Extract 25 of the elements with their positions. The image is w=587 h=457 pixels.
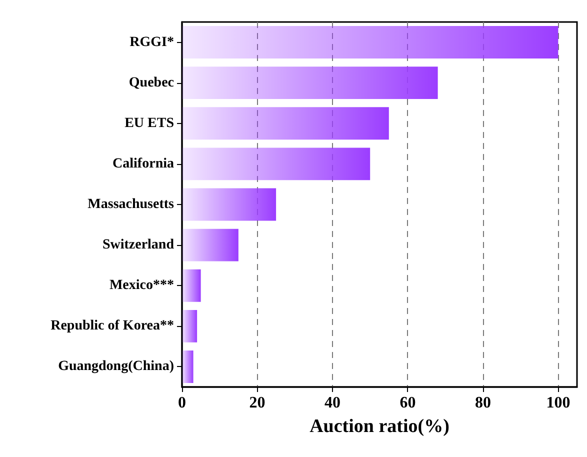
x-axis-title: Auction ratio(%) <box>310 416 450 437</box>
bar <box>182 269 201 302</box>
x-tick-label: 40 <box>324 394 340 412</box>
bar <box>182 188 276 221</box>
bar <box>182 26 558 58</box>
y-tick-label: Guangdong(China) <box>58 359 174 374</box>
y-tick-label: RGGI* <box>130 34 174 50</box>
bar <box>182 148 370 180</box>
bar <box>182 350 194 383</box>
bar <box>182 228 238 262</box>
x-tick-label: 20 <box>249 394 266 412</box>
y-tick-label: Mexico*** <box>109 278 174 294</box>
y-tick-label: Switzerland <box>102 238 174 253</box>
y-tick-label: Republic of Korea** <box>50 318 174 334</box>
x-tick-label: 60 <box>400 394 416 412</box>
y-tick-label: California <box>112 156 174 172</box>
bar <box>182 107 389 140</box>
bar <box>182 66 438 100</box>
bar <box>182 310 198 342</box>
x-tick-label: 100 <box>546 394 570 412</box>
y-tick-label: EU ETS <box>124 116 174 131</box>
x-tick-label: 80 <box>474 394 491 412</box>
x-tick-label: 0 <box>178 394 186 412</box>
y-tick-label: Quebec <box>128 75 174 90</box>
y-tick-label: Massachusetts <box>88 197 175 212</box>
